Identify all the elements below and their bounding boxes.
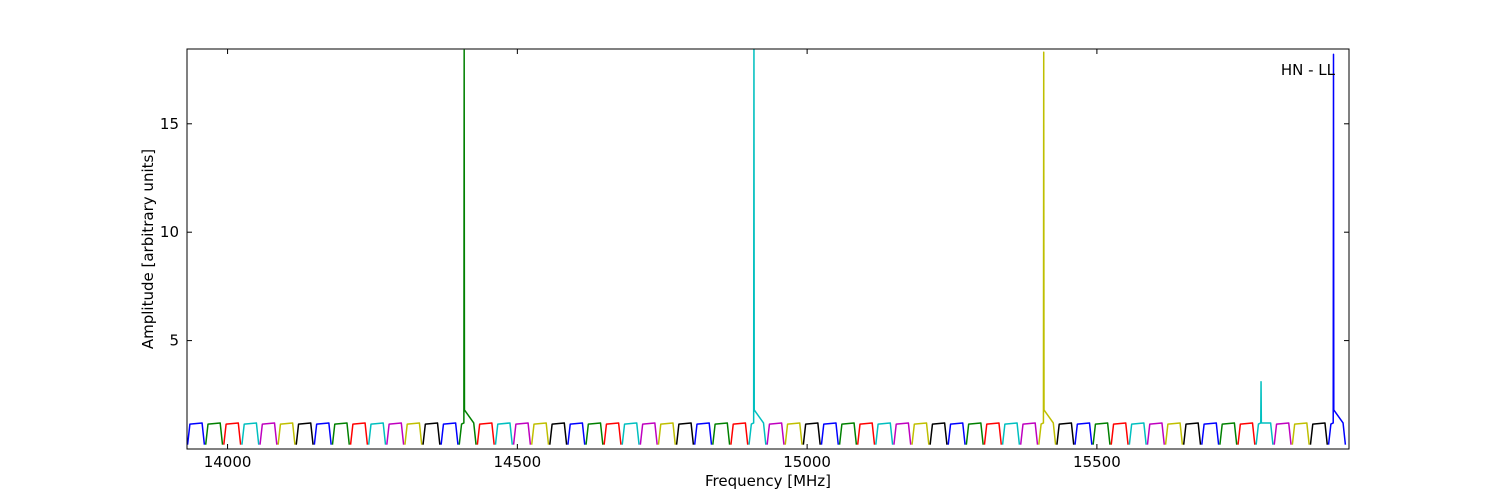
x-tick-label: 15000 (783, 453, 831, 471)
plot-area (187, 49, 1349, 449)
x-tick-label: 15500 (1073, 453, 1121, 471)
series-line (223, 422, 1256, 445)
annotation: HN - LL (1281, 61, 1336, 79)
x-axis-label: Frequency [MHz] (705, 472, 831, 490)
lines (187, 49, 1347, 445)
x-tick-label: 14000 (204, 453, 252, 471)
y-tick-label: 15 (160, 115, 179, 133)
series-line (241, 49, 1274, 445)
y-tick-label: 10 (160, 223, 179, 241)
x-tick-label: 14500 (493, 453, 541, 471)
series-line (259, 422, 1292, 445)
y-tick-label: 5 (169, 332, 179, 350)
plot-frame (186, 48, 1350, 450)
series-line (187, 53, 1347, 445)
series-line (277, 51, 1310, 445)
series-line (204, 49, 1238, 445)
series-line (295, 422, 1329, 445)
y-axis-label: Amplitude [arbitrary units] (139, 149, 157, 349)
